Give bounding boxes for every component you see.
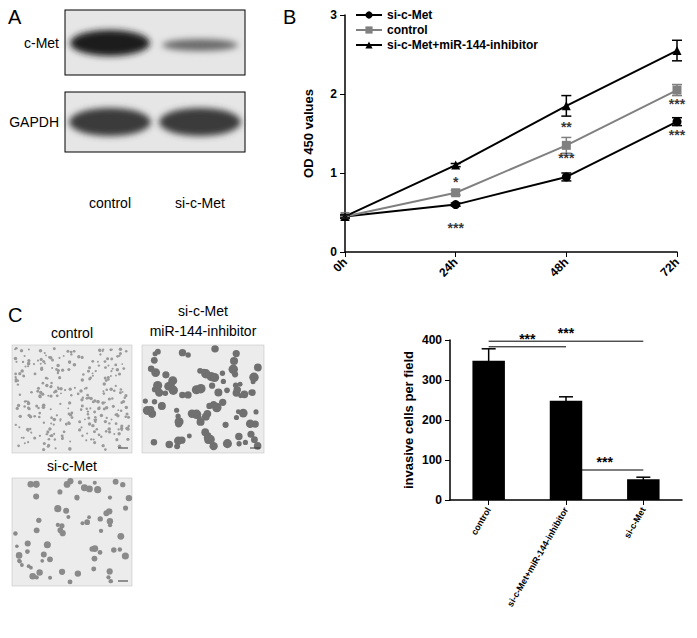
- svg-text:***: ***: [447, 220, 464, 236]
- svg-text:GAPDH: GAPDH: [9, 114, 59, 130]
- svg-text:24h: 24h: [436, 255, 461, 280]
- svg-text:si-c-Met: si-c-Met: [622, 505, 648, 539]
- svg-text:1: 1: [330, 166, 337, 180]
- svg-text:C: C: [8, 304, 22, 326]
- svg-text:si-c-Met+miR-144-inhibitor: si-c-Met+miR-144-inhibitor: [387, 38, 538, 52]
- svg-text:si-c-Met: si-c-Met: [387, 8, 432, 22]
- svg-text:2: 2: [330, 87, 337, 101]
- svg-text:100: 100: [422, 453, 442, 467]
- svg-text:***: ***: [596, 454, 613, 470]
- svg-text:***: ***: [669, 127, 686, 143]
- svg-text:si-c-Met: si-c-Met: [47, 458, 97, 474]
- svg-text:B: B: [283, 6, 296, 28]
- svg-text:control: control: [469, 505, 493, 536]
- svg-text:**: **: [561, 119, 572, 135]
- svg-text:control: control: [387, 23, 428, 37]
- svg-text:si-c-Met+miR-144-inhibitor: si-c-Met+miR-144-inhibitor: [505, 505, 570, 608]
- svg-text:48h: 48h: [547, 255, 572, 280]
- svg-text:0: 0: [435, 493, 442, 507]
- svg-text:miR-144-inhibitor: miR-144-inhibitor: [150, 323, 257, 339]
- svg-text:control: control: [51, 325, 93, 341]
- svg-text:A: A: [8, 6, 22, 28]
- svg-text:0: 0: [330, 245, 337, 259]
- svg-text:400: 400: [422, 333, 442, 347]
- svg-text:300: 300: [422, 373, 442, 387]
- svg-text:***: ***: [558, 150, 575, 166]
- svg-text:***: ***: [519, 331, 536, 347]
- svg-text:invasive cells per field: invasive cells per field: [401, 351, 416, 489]
- svg-text:OD 450 values: OD 450 values: [301, 89, 316, 178]
- svg-text:72h: 72h: [657, 255, 682, 280]
- svg-text:200: 200: [422, 413, 442, 427]
- svg-text:3: 3: [330, 8, 337, 22]
- svg-text:c-Met: c-Met: [24, 35, 59, 51]
- svg-text:control: control: [89, 195, 131, 211]
- svg-text:si-c-Met: si-c-Met: [175, 195, 225, 211]
- svg-text:si-c-Met: si-c-Met: [178, 303, 228, 319]
- svg-text:0h: 0h: [330, 255, 350, 275]
- svg-text:***: ***: [669, 96, 686, 112]
- svg-text:***: ***: [558, 325, 575, 341]
- svg-text:*: *: [453, 174, 459, 190]
